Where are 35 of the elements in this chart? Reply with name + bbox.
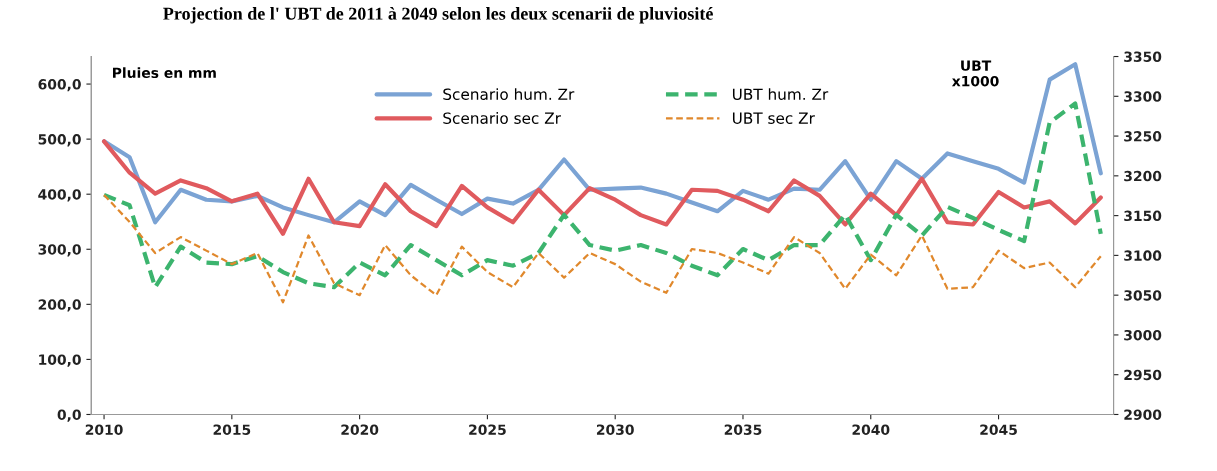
x-tick-label: 2015 [213,424,251,435]
y2-tick-label: 3000 [1124,329,1162,341]
x-tick-label: 2030 [596,424,634,435]
line-series [102,193,1102,304]
legend-label: Scenario sec Zr [443,112,561,124]
y-tick-label: 300,0 [38,244,81,257]
x-tick-label: 2040 [852,424,890,435]
legend-label: UBT sec Zr [732,112,815,124]
y2-tick-label: 3300 [1124,91,1162,102]
y2-axis-title: UBT x1000 [951,60,999,87]
legend-label: Scenario hum. Zr [443,88,575,100]
y-tick-label: 0,0 [57,409,81,422]
y2-tick-label: 3100 [1124,250,1162,261]
y2-tick-label: 3350 [1124,51,1162,62]
y2-tick-label: 2900 [1124,409,1162,420]
y2-tick-label: 2950 [1124,369,1162,381]
y2-tick-label: 3200 [1124,170,1162,182]
y-tick-label: 600,0 [38,79,81,92]
line-series [101,101,1103,290]
x-tick-label: 2010 [85,424,123,435]
line-series [101,139,1103,236]
y-tick-label: 400,0 [38,189,81,202]
y2-tick-label: 3250 [1124,131,1162,142]
legend-label: UBT hum. Zr [732,88,829,100]
x-tick-label: 2020 [341,424,379,435]
y-tick-label: 500,0 [38,134,81,147]
chart-title: Projection de l' UBT de 2011 à 2049 selon les deux scenarii de pluviosité [163,7,713,24]
x-tick-label: 2035 [724,424,762,435]
y2-tick-label: 3150 [1124,210,1162,222]
y2-tick-label: 3050 [1124,290,1162,301]
x-tick-label: 2045 [980,424,1017,435]
y-axis-title: Pluies en mm [113,67,216,79]
y-tick-label: 100,0 [39,354,81,367]
y-tick-label: 200,0 [38,299,81,312]
x-tick-label: 2025 [469,424,506,435]
